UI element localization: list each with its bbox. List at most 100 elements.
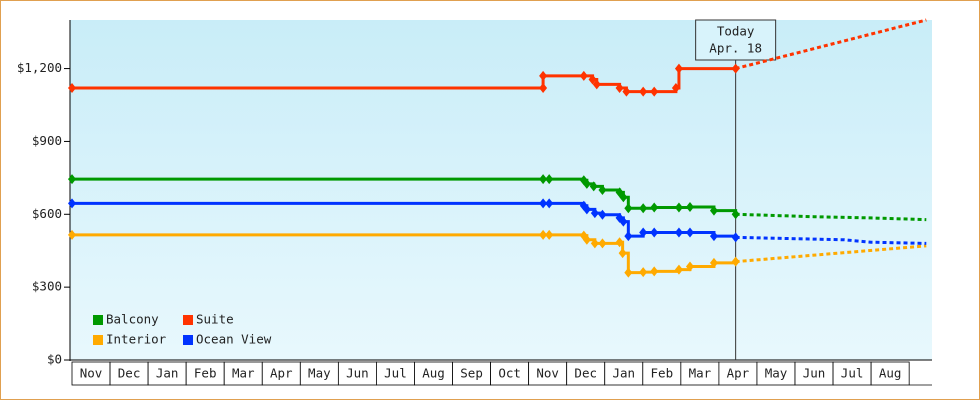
- point-marker: [582, 178, 591, 189]
- point-marker: [68, 83, 76, 93]
- point-marker: [639, 203, 648, 214]
- point-marker: [622, 86, 631, 97]
- point-marker: [545, 174, 554, 185]
- x-tick-label: Jun: [346, 366, 369, 381]
- point-marker: [68, 229, 76, 240]
- point-marker: [731, 256, 740, 267]
- x-tick-label: Jan: [612, 366, 635, 381]
- x-tick-label: Jul: [384, 366, 407, 381]
- point-marker: [539, 83, 548, 93]
- point-marker: [639, 227, 648, 238]
- point-marker: [731, 232, 740, 243]
- point-marker: [674, 227, 683, 238]
- point-marker: [639, 267, 648, 278]
- point-marker: [590, 208, 599, 219]
- point-marker: [709, 231, 718, 242]
- x-tick-cell: [870, 361, 910, 386]
- point-marker: [588, 74, 597, 85]
- x-tick-label: Oct: [498, 366, 521, 381]
- point-marker: [709, 257, 718, 268]
- point-marker: [539, 198, 548, 209]
- point-marker: [545, 198, 554, 209]
- point-marker: [685, 261, 694, 272]
- point-marker: [598, 185, 607, 195]
- point-marker: [545, 229, 554, 240]
- projection-line: [735, 244, 927, 264]
- point-marker: [579, 70, 588, 81]
- point-marker: [68, 174, 76, 185]
- legend-label: Suite: [196, 312, 234, 327]
- legend-swatch: [183, 315, 193, 325]
- point-marker: [639, 86, 648, 97]
- y-tick-label: $0: [47, 352, 62, 367]
- point-marker: [68, 198, 76, 209]
- x-tick-label: Jul: [841, 366, 864, 381]
- x-tick-label: Dec: [574, 366, 597, 381]
- x-tick-label: Aug: [879, 366, 902, 381]
- projection-line: [735, 212, 927, 222]
- point-marker: [624, 231, 633, 242]
- point-marker: [674, 264, 683, 275]
- point-marker: [671, 83, 680, 93]
- point-marker: [590, 238, 599, 249]
- point-marker: [618, 248, 627, 259]
- x-tick-label: Aug: [422, 366, 445, 381]
- x-tick-label: Apr: [270, 366, 293, 381]
- point-marker: [624, 203, 633, 214]
- projection-line: [735, 18, 927, 71]
- point-marker: [615, 237, 624, 248]
- today-box: [695, 19, 777, 61]
- x-tick-label: Jun: [803, 366, 826, 381]
- legend-label: Ocean View: [196, 332, 272, 347]
- projection-line: [735, 235, 927, 245]
- point-marker: [674, 63, 683, 74]
- point-marker: [539, 229, 548, 240]
- legend-swatch: [93, 335, 103, 345]
- point-marker: [539, 174, 548, 185]
- point-marker: [674, 202, 683, 213]
- point-marker: [589, 181, 598, 192]
- y-tick-label: $1,200: [17, 60, 62, 75]
- point-marker: [592, 79, 601, 90]
- x-tick-label: Dec: [118, 366, 141, 381]
- point-marker: [709, 205, 718, 216]
- x-tick-label: Nov: [80, 366, 103, 381]
- point-marker: [731, 209, 740, 220]
- legend-swatch: [93, 315, 103, 325]
- point-marker: [539, 70, 548, 81]
- point-marker: [731, 63, 740, 74]
- point-marker: [650, 202, 659, 213]
- x-tick-label: Feb: [194, 366, 217, 381]
- plot-area: [70, 20, 932, 360]
- y-tick-label: $900: [32, 133, 62, 148]
- legend-label: Balcony: [106, 312, 159, 327]
- point-marker: [650, 86, 659, 97]
- legend-label: Interior: [106, 332, 167, 347]
- point-marker: [619, 216, 628, 227]
- today-label: Today: [717, 24, 755, 39]
- point-marker: [650, 266, 659, 277]
- x-tick-label: Feb: [651, 366, 674, 381]
- point-marker: [624, 267, 633, 278]
- x-tick-label: May: [765, 366, 788, 381]
- legend-swatch: [183, 335, 193, 345]
- point-marker: [615, 83, 624, 93]
- x-tick-label: May: [308, 366, 331, 381]
- x-tick-label: Apr: [727, 366, 750, 381]
- point-marker: [598, 238, 607, 249]
- point-marker: [582, 234, 591, 245]
- x-tick-label: Mar: [232, 366, 255, 381]
- point-marker: [685, 202, 694, 212]
- point-marker: [582, 204, 591, 215]
- today-label: Apr. 18: [709, 41, 762, 56]
- x-tick-label: Sep: [460, 366, 483, 381]
- x-tick-label: Mar: [689, 366, 712, 381]
- x-tick-label: Jan: [156, 366, 179, 381]
- y-tick-label: $600: [32, 206, 62, 221]
- point-marker: [619, 192, 628, 203]
- y-tick-label: $300: [32, 279, 62, 294]
- point-marker: [598, 209, 607, 220]
- point-marker: [650, 227, 659, 238]
- point-marker: [685, 227, 694, 238]
